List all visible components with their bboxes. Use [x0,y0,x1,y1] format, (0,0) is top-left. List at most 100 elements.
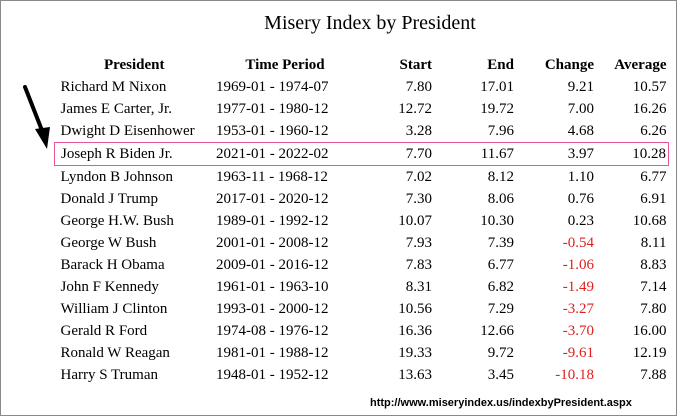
cell-average: 7.14 [640,278,667,295]
cell-president: James E Carter, Jr. [60,100,172,117]
cell-period: 1977-01 - 1980-12 [216,100,329,117]
cell-start: 7.80 [405,78,432,95]
table-row: James E Carter, Jr. 1977-01 - 1980-12 12.7… [55,98,669,120]
cell-start: 12.72 [398,100,432,117]
cell-average: 10.28 [594,142,669,166]
cell-end: 17.01 [480,78,514,95]
cell-average: 12.19 [632,344,667,361]
cell-start: 7.83 [405,256,432,273]
cell-president: Gerald R Ford [60,322,148,339]
table-row: Joseph R Biden Jr. 2021-01 - 2022-02 7.70 1… [54,142,669,166]
cell-period: 2009-01 - 2016-12 [216,256,329,273]
cell-average: 7.88 [640,366,667,383]
table-row: George H.W. Bush 1989-01 - 1992-12 10.07 10… [55,210,669,232]
table-row: Ronald W Reagan 1981-01 - 1988-12 19.33 9.7… [55,342,669,364]
cell-period: 1963-11 - 1968-12 [216,168,328,185]
cell-change: -1.06 [562,256,594,273]
cell-period: 2001-01 - 2008-12 [216,234,329,251]
column-header: Change [544,56,594,73]
cell-end: 9.72 [487,344,514,361]
table-body: Richard M Nixon 1969-01 - 1974-07 7.80 17.0… [54,76,669,386]
cell-president: Lyndon B Johnson [60,168,174,185]
cell-period: 2017-01 - 2020-12 [216,190,329,207]
cell-end: 8.06 [487,190,514,207]
cell-average: 6.77 [640,168,667,185]
cell-period: 1961-01 - 1963-10 [216,278,329,295]
cell-average: 10.57 [632,78,667,95]
cell-average: 8.83 [640,256,667,273]
cell-period: 2021-01 - 2022-02 [214,142,354,166]
cell-average: 6.26 [640,122,667,139]
cell-president: Richard M Nixon [60,78,167,95]
cell-average: 16.00 [632,322,667,339]
cell-president: Donald J Trump [60,190,159,207]
cell-president: George W Bush [60,234,157,251]
cell-end: 12.66 [480,322,514,339]
cell-president: Barack H Obama [60,256,165,273]
table-row: Richard M Nixon 1969-01 - 1974-07 7.80 17.0… [55,76,669,98]
cell-start: 8.31 [405,278,432,295]
cell-change: -9.61 [562,344,594,361]
table-row: Dwight D Eisenhower 1953-01 - 1960-12 3.28… [55,120,669,143]
cell-end: 6.77 [487,256,514,273]
column-header: Start [399,56,433,73]
cell-president: George H.W. Bush [60,212,174,229]
cell-period: 1953-01 - 1960-12 [216,122,329,139]
cell-average: 6.91 [640,190,667,207]
cell-start: 7.93 [405,234,432,251]
cell-change: 0.76 [567,190,594,207]
table-row: John F Kennedy 1961-01 - 1963-10 8.31 6.82 -… [55,276,669,298]
cell-end: 11.67 [432,142,514,166]
cell-change: 7.00 [567,100,594,117]
cell-change: 9.21 [567,78,594,95]
cell-start: 3.28 [405,122,432,139]
cell-president: Dwight D Eisenhower [60,122,195,139]
table-row: George W Bush 2001-01 - 2008-12 7.93 7.39 -0… [55,232,669,254]
cell-president: Ronald W Reagan [60,344,170,361]
cell-period: 1981-01 - 1988-12 [216,344,329,361]
cell-start: 16.36 [398,322,432,339]
table-row: Gerald R Ford 1974-08 - 1976-12 16.36 12.66… [55,320,669,342]
misery-index-table: President Time Period Start End Change A… [54,54,669,386]
cell-start: 13.63 [398,366,432,383]
column-header: Average [614,56,667,73]
cell-period: 1969-01 - 1974-07 [216,78,329,95]
cell-end: 7.96 [487,122,514,139]
cell-change: 3.97 [514,142,594,166]
cell-end: 8.12 [487,168,514,185]
cell-president: Harry S Truman [60,366,159,383]
table-row: Donald J Trump 2017-01 - 2020-12 7.30 8.06 0… [55,188,669,210]
source-url: http://www.miseryindex.us/indexbyPreside… [370,397,632,409]
cell-end: 7.39 [487,234,514,251]
cell-average: 7.80 [640,300,667,317]
cell-start: 19.33 [398,344,432,361]
cell-average: 10.68 [632,212,667,229]
cell-president: William J Clinton [60,300,168,317]
cell-change: 1.10 [567,168,594,185]
cell-change: -10.18 [555,366,594,383]
cell-start: 7.70 [354,142,432,166]
cell-change: -3.70 [562,322,594,339]
arrow-pointer-icon [23,85,50,149]
cell-president: Joseph R Biden Jr. [54,142,214,166]
table-row: Harry S Truman 1948-01 - 1952-12 13.63 3.45… [55,364,669,386]
cell-period: 1989-01 - 1992-12 [216,212,329,229]
cell-change: -1.49 [562,278,594,295]
column-header: President [103,56,165,73]
cell-period: 1948-01 - 1952-12 [216,366,329,383]
cell-start: 7.30 [405,190,432,207]
cell-period: 1993-01 - 2000-12 [216,300,329,317]
table-header-row: President Time Period Start End Change A… [55,54,669,76]
column-header: Time Period [245,56,325,73]
cell-average: 16.26 [632,100,667,117]
table-row: Lyndon B Johnson 1963-11 - 1968-12 7.02 8.1… [55,166,669,189]
column-header: End [487,56,514,73]
chart-title: Misery Index by President [264,12,476,34]
cell-start: 10.07 [398,212,432,229]
cell-start: 7.02 [405,168,432,185]
cell-end: 6.82 [487,278,514,295]
cell-president: John F Kennedy [60,278,159,295]
cell-change: -3.27 [562,300,594,317]
cell-average: 8.11 [640,234,667,251]
